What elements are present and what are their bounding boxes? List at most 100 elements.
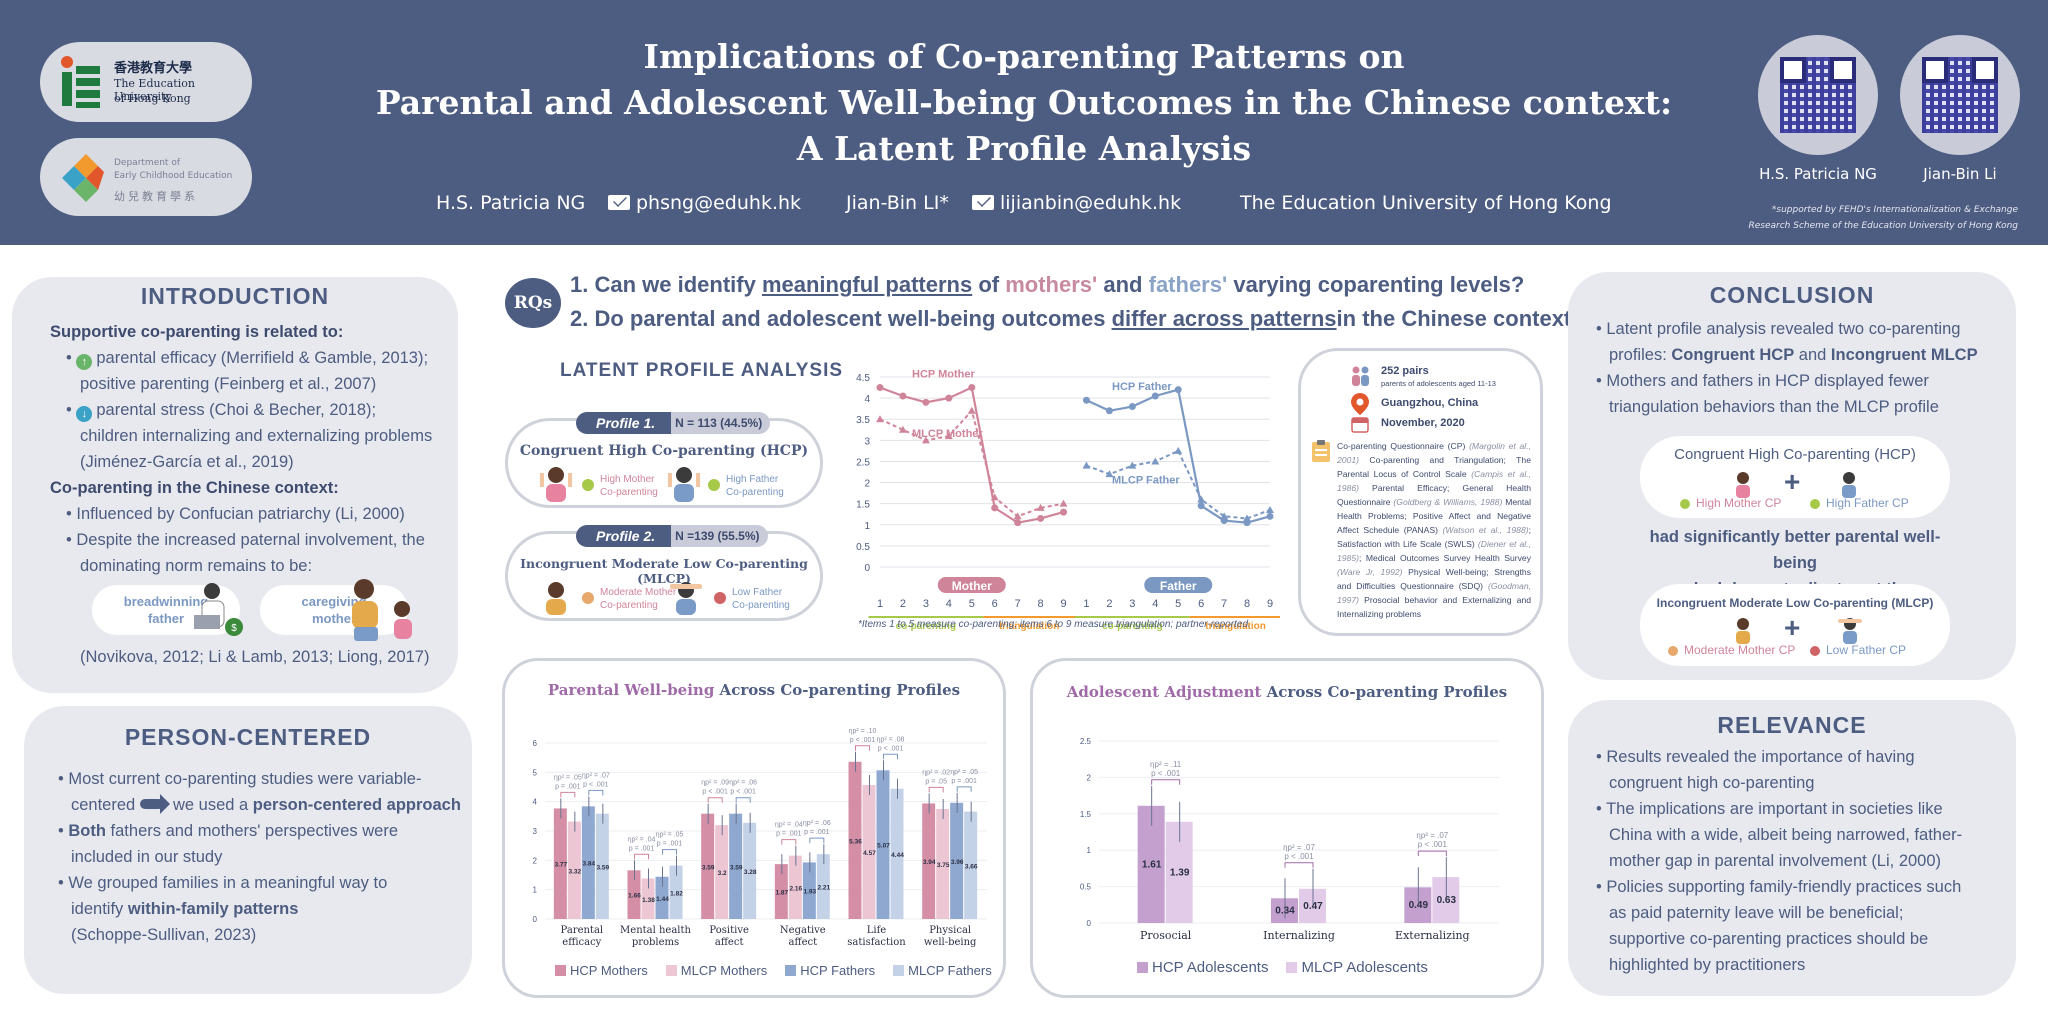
calendar-icon	[1351, 417, 1369, 433]
pc-l3b: fathers and mothers' perspectives were	[110, 822, 398, 840]
rel-line-2: • The implications are important in soci…	[1596, 800, 1943, 818]
qr-label-2: Jian-Bin Li	[1923, 165, 1997, 183]
y-tick-label: 3	[533, 827, 538, 836]
value-label: 1.38	[642, 897, 655, 904]
p1-f-text: High Father	[726, 474, 779, 485]
mother-neutral-icon	[546, 582, 566, 615]
rel-l6: as paid paternity leave will be benefici…	[1609, 904, 1904, 922]
person-centered-panel: PERSON-CENTERED • Most current co-parent…	[24, 706, 472, 994]
email-1[interactable]: phsng@eduhk.hk	[608, 192, 801, 214]
x-tick-label: 6	[1198, 598, 1204, 610]
legend-swatch	[665, 965, 677, 976]
concl-line-2: profiles: Congruent HCP and Incongruent …	[1596, 342, 2006, 368]
p1-m-cp: Co-parenting	[600, 487, 658, 498]
measures-list: Co-parenting Questionnaire (CP) (Margoli…	[1337, 439, 1531, 621]
category-label: Parental	[561, 925, 604, 936]
mother-cheer-icon	[540, 467, 572, 502]
intro-bullet-3: • Influenced by Confucian patriarchy (Li…	[66, 505, 405, 523]
bar	[627, 870, 641, 919]
email-1-text[interactable]: phsng@eduhk.hk	[636, 192, 802, 214]
data-point	[991, 504, 999, 512]
measure-citation: (Goldberg & Williams, 1988)	[1393, 497, 1503, 507]
intro-b1b: positive parenting (Feinberg et al., 200…	[80, 375, 377, 393]
lpa-title: LATENT PROFILE ANALYSIS	[560, 360, 844, 381]
author-2: Jian-Bin LI*	[846, 192, 949, 214]
category-label: problems	[632, 937, 679, 948]
value-label: 4.44	[891, 852, 904, 859]
measure-text: Parental Efficacy; General Health Questi…	[1337, 483, 1531, 507]
intro-subhead-1: Supportive co-parenting is related to:	[50, 323, 344, 341]
arrow-right-icon	[139, 794, 170, 814]
y-tick-label: 1.5	[1080, 810, 1092, 819]
group-label: Father	[1160, 579, 1197, 593]
role2-line-a: caregiving	[301, 594, 367, 609]
qr-code-2[interactable]	[1900, 35, 2020, 155]
adolescent-chart-title: Adolescent Adjustment Across Co-parentin…	[1033, 683, 1541, 701]
profile-2-box: Profile 2. N =139 (55.5%) Incongruent Mod…	[505, 525, 823, 621]
rq2-b: differ across patterns	[1111, 306, 1337, 331]
series-label: MLCP Father	[1112, 475, 1180, 487]
qr-code-1[interactable]	[1758, 35, 1878, 155]
arrow-up-icon: ↑	[76, 354, 93, 370]
series-label: HCP Mother	[912, 369, 975, 381]
stat-label: p = .001	[776, 831, 802, 838]
x-tick-label: 9	[1060, 598, 1066, 610]
significance-bracket	[1151, 779, 1181, 785]
mother-dot	[582, 479, 594, 491]
value-label: 2.16	[790, 885, 803, 892]
stat-label: p = .001	[804, 829, 830, 836]
stat-label: ηp² = .04	[775, 822, 803, 829]
significance-bracket	[956, 786, 972, 792]
data-point	[1013, 512, 1022, 520]
support-line-2: Research Scheme of the Education Univers…	[1748, 221, 2019, 231]
pc-line-6: identify within-family patterns	[58, 896, 468, 922]
value-label: 3.77	[555, 862, 568, 869]
x-tick-label: 4	[946, 598, 952, 610]
father-cheer-icon	[1842, 472, 1856, 498]
bar	[774, 864, 788, 919]
intro-b2: parental stress (Choi & Becher, 2018);	[96, 401, 377, 419]
bar	[743, 822, 757, 919]
y-tick-label: 4.5	[856, 373, 870, 384]
email-2[interactable]: lijianbin@eduhk.hk	[972, 192, 1181, 214]
value-label: 3.59	[597, 864, 610, 871]
concl-l2c: and	[1798, 346, 1827, 364]
y-tick-label: 1	[533, 886, 538, 895]
mother-child-icon	[352, 579, 412, 641]
profile-1-father-label: High Father Co-parenting	[726, 473, 784, 499]
intro-bullet-2: • ↓ parental stress (Choi & Becher, 2018)…	[66, 401, 377, 422]
rel-l5: Policies supporting family-friendly prac…	[1606, 878, 1962, 896]
significance-bracket	[707, 797, 723, 803]
bar	[788, 855, 802, 919]
bar	[669, 865, 683, 919]
y-tick-label: 1.5	[856, 500, 870, 511]
stat-label: ηp² = .02	[922, 769, 950, 776]
category-label: Physical	[929, 925, 971, 936]
x-tick-label: 7	[1221, 598, 1227, 610]
bar	[1137, 805, 1165, 923]
legend-item: MLCP Mothers	[665, 963, 768, 978]
email-2-text[interactable]: lijianbin@eduhk.hk	[1000, 192, 1182, 214]
pc-l2a: centered	[71, 796, 136, 814]
profile-1-box: Profile 1. N = 113 (44.5%) Congruent High…	[505, 412, 823, 508]
value-label: 5.36	[849, 838, 862, 845]
stat-label: p < .001	[1418, 840, 1448, 849]
author-line: H.S. Patricia NG phsng@eduhk.hk Jian-Bin…	[420, 192, 1660, 222]
stat-label: ηp² = .06	[729, 780, 757, 787]
coparenting-profile-line-chart: 0 0.5 1 1.5 2 2.5 3 3.5 4 4.5 1 2 3 4 5 6 7 8 9 1 2 3 4 5 6 7 8 9 Mo…	[856, 369, 1280, 632]
category-label: Externalizing	[1395, 929, 1470, 942]
stat-label: ηp² = .05	[554, 774, 582, 781]
data-point	[1197, 502, 1205, 510]
bar	[862, 784, 876, 919]
bar	[816, 854, 830, 919]
y-tick-label: 2	[1087, 773, 1092, 782]
bar	[581, 806, 595, 919]
series-line	[879, 408, 1064, 518]
intro-reference: (Novikova, 2012; Li & Lamb, 2013; Liong,…	[80, 648, 430, 666]
stat-label: p = .001	[951, 778, 977, 785]
legend-label: MLCP Mothers	[680, 963, 768, 978]
profile-2-mother-label: Moderate Mother Co-parenting	[600, 586, 676, 612]
concl-l4: triangulation behaviors than the MLCP pr…	[1609, 398, 1939, 416]
intro-b3: Influenced by Confucian patriarchy (Li, …	[76, 505, 405, 523]
value-label: 0.34	[1275, 906, 1295, 917]
